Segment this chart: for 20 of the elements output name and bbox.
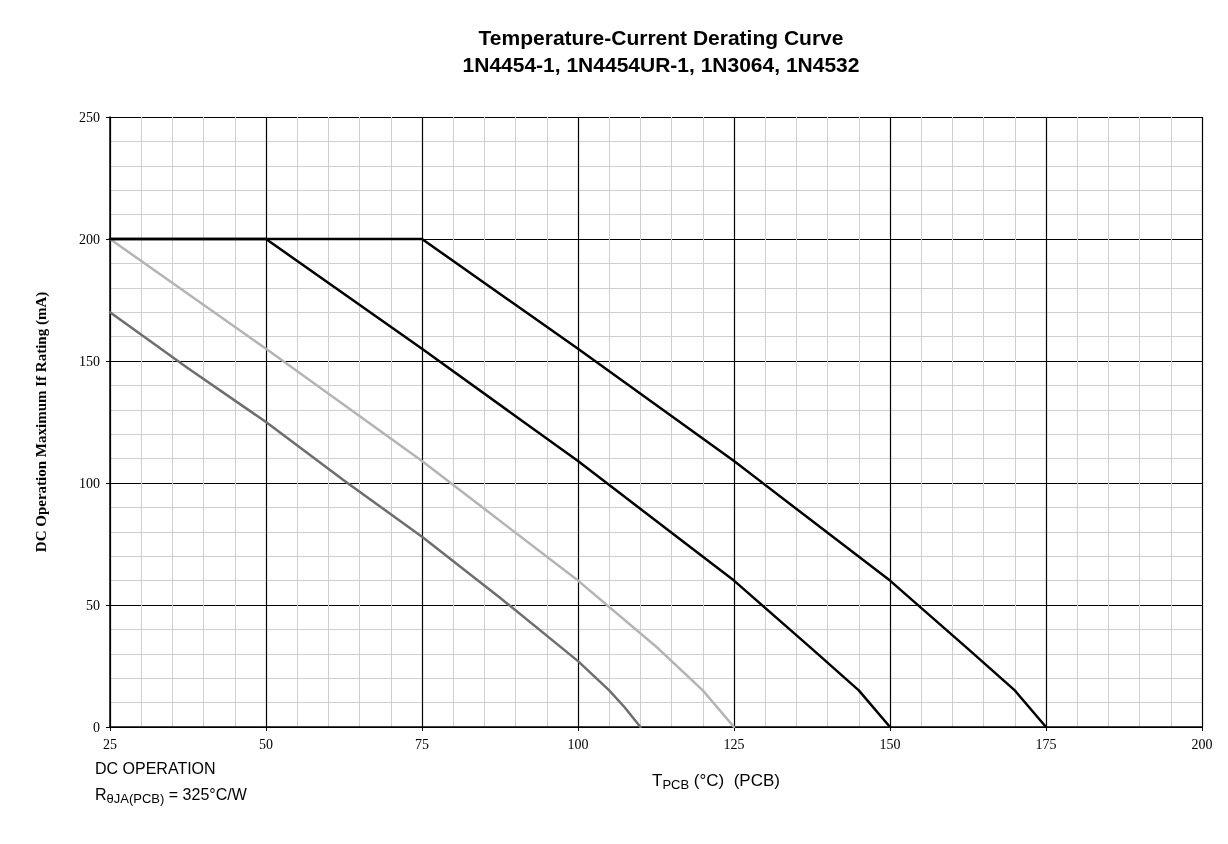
text: DC OPERATION — [95, 759, 216, 777]
x-tick-label: 200 — [1191, 736, 1213, 752]
x-tick-label: 125 — [723, 736, 745, 752]
chart-subtitle: 1N4454-1, 1N4454UR-1, 1N3064, 1N4532 — [462, 53, 860, 76]
y-tick-label: 250 — [79, 109, 100, 125]
y-axis-title: DC Operation Maximum If Rating (mA) — [32, 291, 50, 553]
y-tick-label: 100 — [79, 475, 100, 491]
line-series — [108, 237, 736, 729]
x-tick-label: 75 — [415, 736, 429, 752]
x-tick-label: 100 — [567, 736, 589, 752]
chart-title: Temperature-Current Derating Curve — [478, 26, 844, 49]
x-tick-label: 175 — [1035, 736, 1057, 752]
y-tick-label: 150 — [79, 353, 100, 369]
y-tick-label: 200 — [79, 231, 100, 247]
x-tick-label: 50 — [259, 736, 273, 752]
line-series — [108, 310, 642, 729]
x-tick-label: 25 — [103, 736, 117, 752]
x-tick-label: 150 — [879, 736, 901, 752]
y-tick-label: 50 — [86, 597, 100, 613]
y-tick-label: 0 — [93, 719, 100, 735]
